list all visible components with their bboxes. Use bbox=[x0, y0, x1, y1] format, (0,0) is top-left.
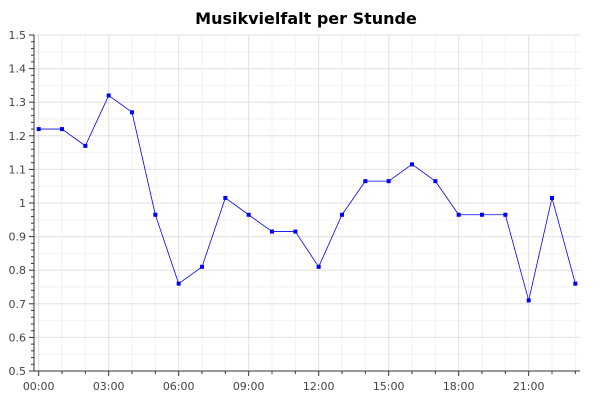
x-tick-label: 15:00 bbox=[373, 380, 405, 393]
y-tick-label: 0.6 bbox=[9, 331, 27, 344]
y-tick-label: 0.9 bbox=[9, 231, 27, 244]
tick-labels: 0.5 0.6 0.7 0.8 0.9 1 1.1 1.2 1.3 1.4 1.5 00:00 03:0… bbox=[9, 29, 545, 393]
data-point bbox=[433, 179, 438, 184]
data-point bbox=[293, 229, 298, 234]
data-point bbox=[363, 179, 368, 184]
x-tick-label: 09:00 bbox=[233, 380, 265, 393]
x-tick-label: 06:00 bbox=[163, 380, 195, 393]
data-point bbox=[153, 212, 158, 217]
data-point bbox=[503, 212, 508, 217]
data-point bbox=[200, 264, 204, 269]
data-series bbox=[36, 93, 578, 303]
x-tick-label: 12:00 bbox=[303, 380, 335, 393]
data-point bbox=[246, 212, 251, 217]
axes bbox=[29, 34, 580, 376]
y-tick-label: 0.5 bbox=[9, 365, 27, 378]
x-tick-label: 21:00 bbox=[513, 380, 545, 393]
data-point bbox=[60, 127, 64, 132]
data-point bbox=[340, 212, 344, 217]
x-tick-label: 18:00 bbox=[443, 380, 475, 393]
y-tick-label: 1.5 bbox=[9, 29, 27, 42]
data-point bbox=[36, 127, 41, 132]
data-point bbox=[83, 143, 88, 148]
data-point bbox=[130, 110, 134, 115]
data-point bbox=[573, 281, 578, 286]
y-tick-label: 0.7 bbox=[9, 298, 27, 311]
y-tick-label: 0.8 bbox=[9, 264, 27, 277]
data-point bbox=[456, 212, 461, 217]
y-tick-label: 1.4 bbox=[9, 63, 27, 76]
data-point bbox=[176, 281, 181, 286]
data-point bbox=[410, 162, 414, 167]
x-tick-label: 00:00 bbox=[23, 380, 55, 393]
data-point bbox=[386, 179, 391, 184]
data-point bbox=[270, 229, 274, 234]
y-tick-label: 1.2 bbox=[9, 130, 27, 143]
data-point bbox=[480, 212, 484, 217]
data-point bbox=[526, 298, 531, 303]
data-point bbox=[550, 195, 554, 200]
y-tick-label: 1.3 bbox=[9, 96, 27, 109]
chart-title: Musikvielfalt per Stunde bbox=[195, 9, 417, 28]
y-tick-label: 1 bbox=[19, 197, 26, 210]
data-point bbox=[223, 195, 228, 200]
data-point bbox=[106, 93, 111, 98]
data-point bbox=[316, 264, 321, 269]
series-line bbox=[38, 95, 576, 301]
x-tick-label: 03:00 bbox=[93, 380, 125, 393]
y-tick-label: 1.1 bbox=[9, 163, 27, 176]
grid-lines bbox=[34, 34, 580, 372]
